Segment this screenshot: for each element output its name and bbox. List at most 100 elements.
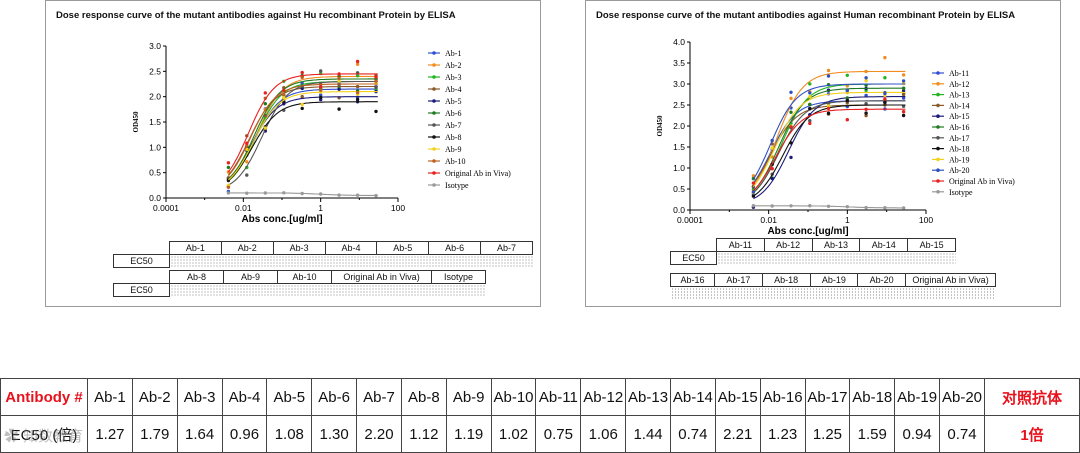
y-tick-label: 4.0 xyxy=(673,37,685,47)
data-point xyxy=(808,204,812,208)
legend-entry: Ab-11 xyxy=(949,69,969,78)
legend-marker xyxy=(432,123,436,127)
data-point xyxy=(282,92,286,97)
obscured-values xyxy=(670,286,996,299)
table-cell: 1.27 xyxy=(87,415,133,453)
data-point xyxy=(789,96,793,101)
data-point xyxy=(864,205,868,210)
column-header: Ab-9 xyxy=(445,378,492,416)
legend-entry: Ab-20 xyxy=(949,166,969,175)
data-point xyxy=(808,107,812,111)
data-point xyxy=(751,190,756,194)
y-tick-label: 2.5 xyxy=(149,66,161,76)
table-cell: 1.64 xyxy=(176,415,223,453)
legend-entry: Ab-4 xyxy=(445,85,461,94)
x-tick-label: 0.0001 xyxy=(677,215,703,225)
data-point xyxy=(319,95,323,100)
legend-marker xyxy=(432,183,436,187)
data-point xyxy=(864,107,868,112)
series-line xyxy=(753,104,906,197)
data-point xyxy=(826,101,831,105)
column-header: Ab-5 xyxy=(266,378,313,416)
column-header: Antibody # xyxy=(0,378,88,416)
table-cell: 0.94 xyxy=(894,415,941,453)
x-axis-label: Abs conc.[ug/ml] xyxy=(767,226,848,237)
legend-entry: Ab-1 xyxy=(445,49,461,58)
legend-entry: Ab-17 xyxy=(949,134,969,143)
data-point xyxy=(770,176,774,181)
data-point xyxy=(845,118,849,122)
data-point xyxy=(864,79,868,83)
x-tick-label: 0.01 xyxy=(235,203,252,213)
table-header: Isotype xyxy=(431,270,486,284)
table-cell: 2.20 xyxy=(356,415,402,453)
data-point xyxy=(845,73,849,78)
series-line xyxy=(753,96,906,200)
series-ab-20 xyxy=(751,74,906,194)
data-point xyxy=(883,76,887,80)
table-row: EC50 (倍) 1.27 1.79 1.64 0.96 1.08 1.30 2.20 1.12… xyxy=(0,415,1080,453)
legend-entry: Ab-6 xyxy=(445,109,461,118)
legend-marker xyxy=(936,190,940,194)
legend-marker xyxy=(936,71,940,75)
data-point xyxy=(826,106,831,111)
legend: Ab-1 Ab-2 Ab-3 Ab-4 Ab-5 Ab-6 Ab-7 Ab-8 Ab-9 Ab-1… xyxy=(428,49,511,190)
left-dose-response-chart: 0.0 0.5 1.0 1.5 2.0 2.5 3.0 0.0001 0.01 1 100 Abs c… xyxy=(132,41,511,225)
data-point xyxy=(263,102,267,106)
column-header: Ab-14 xyxy=(669,378,716,416)
data-point xyxy=(789,155,793,160)
column-header: Ab-3 xyxy=(176,378,223,416)
y-tick-label: 3.0 xyxy=(149,41,161,51)
x-tick-label: 0.0001 xyxy=(153,203,179,213)
data-point xyxy=(789,125,793,129)
obscured-values xyxy=(169,283,486,297)
data-point xyxy=(883,97,887,101)
data-point xyxy=(355,97,360,102)
left-chart-panel: Dose response curve of the mutant antibo… xyxy=(45,0,541,307)
data-point xyxy=(245,191,249,195)
y-tick-label: 0.5 xyxy=(673,184,685,194)
data-point xyxy=(226,185,231,189)
legend-marker xyxy=(432,159,436,163)
data-point xyxy=(263,91,267,95)
data-point xyxy=(808,82,812,86)
legend-marker xyxy=(936,92,940,97)
table-header: Ab-19 xyxy=(809,273,859,287)
series-isotype xyxy=(751,204,906,210)
data-point xyxy=(226,161,231,165)
x-tick-label: 0.01 xyxy=(760,215,777,225)
data-point xyxy=(808,91,812,95)
series-original-ab-in-viva- xyxy=(751,97,906,192)
column-header: 对照抗体 xyxy=(984,378,1080,416)
data-point xyxy=(751,194,756,198)
data-point xyxy=(263,191,267,195)
legend-entry: Ab-8 xyxy=(445,133,461,142)
table-header: Original Ab in Viva) xyxy=(905,273,996,287)
table-cell: 0.74 xyxy=(939,415,985,453)
series-line xyxy=(752,91,906,188)
data-point xyxy=(337,72,341,76)
row-label-ec50: EC50 xyxy=(113,254,170,268)
table-cell: 0.74 xyxy=(669,415,716,453)
table-cell: 0.75 xyxy=(535,415,582,453)
table-header: Ab-8 xyxy=(169,270,224,284)
data-point xyxy=(374,193,378,198)
legend-entry: Ab-7 xyxy=(445,121,461,130)
table-header: Ab-12 xyxy=(763,238,813,252)
series-line xyxy=(227,85,378,176)
data-point xyxy=(808,121,812,126)
table-cell: 1.59 xyxy=(849,415,896,453)
column-header: Ab-11 xyxy=(535,378,582,416)
data-point xyxy=(319,192,323,196)
series-ab-16 xyxy=(751,83,906,192)
legend-marker xyxy=(936,168,940,172)
obscured-values xyxy=(169,254,533,268)
right-ec50-table-1: Ab-11 Ab-12 Ab-13 Ab-14 Ab-15 EC50 xyxy=(670,238,956,265)
table-cell: 2.21 xyxy=(714,415,761,453)
right-chart-title: Dose response curve of the mutant antibo… xyxy=(596,10,1016,21)
data-point xyxy=(300,102,304,107)
data-point xyxy=(808,95,812,99)
column-header: Ab-2 xyxy=(131,378,178,416)
data-point xyxy=(226,165,231,170)
table-header: Ab-16 xyxy=(670,273,715,287)
